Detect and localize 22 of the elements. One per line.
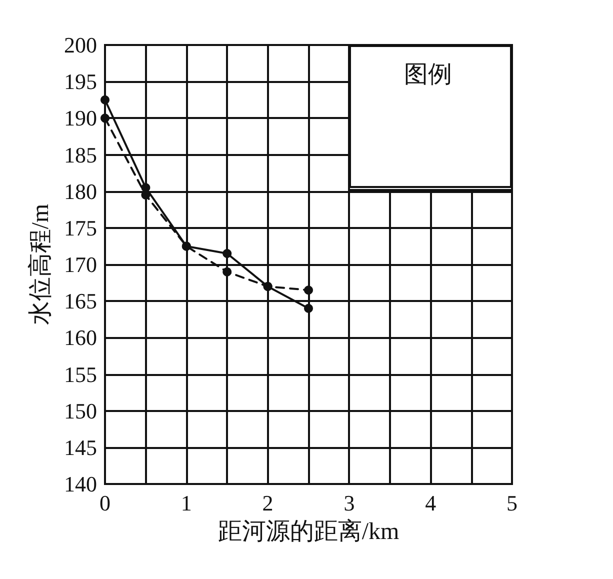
y-tick-label: 150 <box>64 398 97 424</box>
y-tick-label: 155 <box>64 362 97 387</box>
y-tick-label: 200 <box>64 32 97 58</box>
x-tick-label: 4 <box>425 490 436 516</box>
y-tick-label: 195 <box>64 69 97 94</box>
y-tick-label: 175 <box>64 215 97 240</box>
y-tick-label: 160 <box>64 325 97 350</box>
y-tick-label: 190 <box>64 106 97 131</box>
annotation: 图例 <box>404 61 452 90</box>
x-axis-title: 距河源的距离/km <box>218 518 400 545</box>
y-tick-label: 170 <box>64 252 97 277</box>
y-tick-label: 140 <box>64 472 97 496</box>
y-tick-label: 165 <box>64 288 97 314</box>
x-tick-label: 3 <box>344 490 355 516</box>
y-tick-label: 180 <box>64 178 97 204</box>
x-tick-label: 0 <box>100 490 110 516</box>
x-tick-label: 2 <box>262 490 274 516</box>
y-tick-label: 145 <box>64 434 97 460</box>
y-axis-title: 水位高程/m <box>27 204 54 326</box>
y-tick-label: 185 <box>64 142 97 168</box>
x-tick-label: 5 <box>506 490 518 516</box>
x-tick-label: 1 <box>180 490 192 516</box>
